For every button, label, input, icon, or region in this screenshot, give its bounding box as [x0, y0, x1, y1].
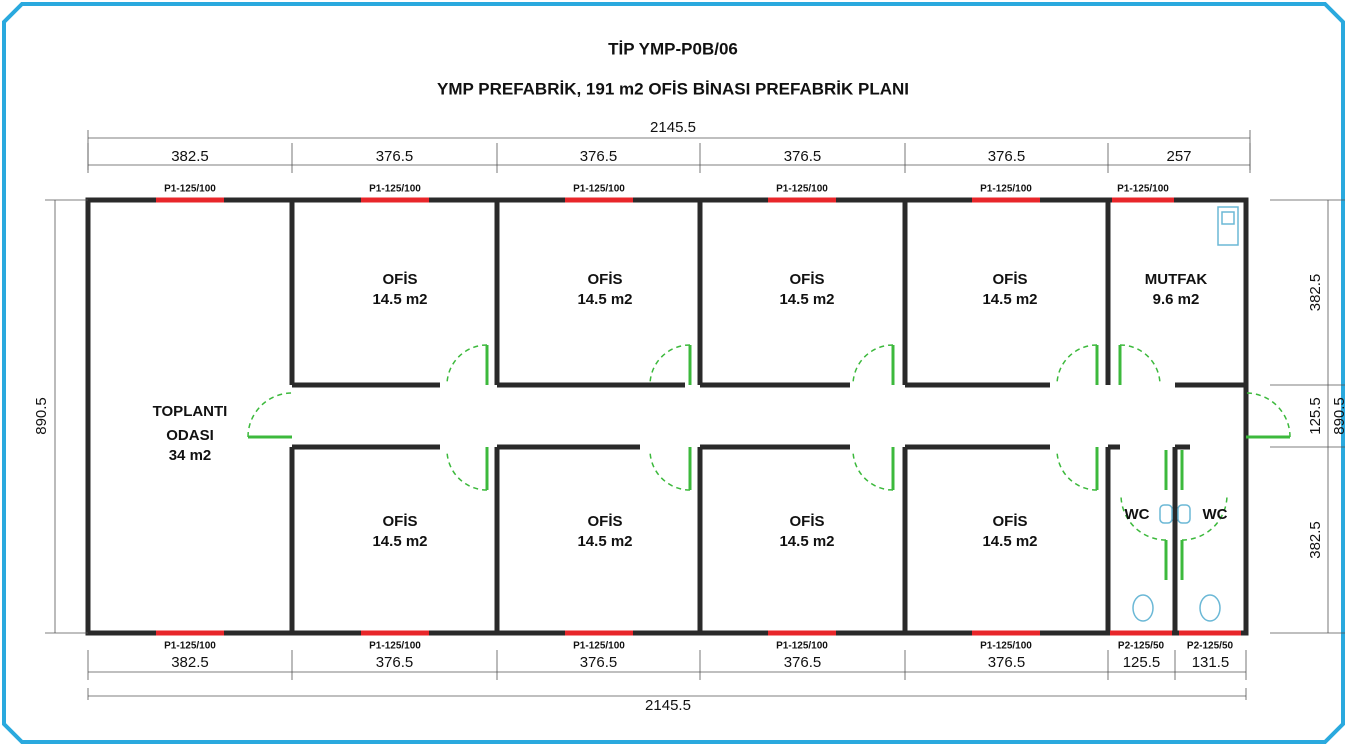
dimension-label: 376.5	[376, 148, 414, 165]
dimension-label: 131.5	[1192, 654, 1230, 671]
window-label: P1-125/100	[164, 184, 216, 195]
room-name: WC	[1203, 506, 1228, 523]
fixtures	[1132, 206, 1239, 622]
dimension-label: 376.5	[784, 148, 822, 165]
dimension-label: 376.5	[988, 654, 1026, 671]
dimension-label: 2145.5	[645, 697, 691, 714]
dimension-label: 382.5	[1307, 274, 1324, 312]
doors	[247, 344, 1291, 580]
dimension-label: 125.5	[1123, 654, 1161, 671]
subtitle: YMP PREFABRİK, 191 m2 OFİS BİNASI PREFAB…	[437, 79, 909, 98]
room-area: 14.5 m2	[982, 533, 1037, 550]
dimension-label: 382.5	[171, 654, 209, 671]
room-name: WC	[1125, 506, 1150, 523]
room-name: OFİS	[992, 513, 1027, 530]
window-label: P1-125/100	[776, 184, 828, 195]
room-name: OFİS	[789, 513, 824, 530]
room-name: MUTFAK	[1145, 271, 1208, 288]
room-area: 14.5 m2	[372, 291, 427, 308]
dimension-label: 376.5	[784, 654, 822, 671]
dimension-label: 376.5	[580, 654, 618, 671]
dimension-label: 382.5	[1307, 521, 1324, 559]
dimension-label: 125.5	[1307, 397, 1324, 435]
walls	[85, 197, 1249, 636]
room-name: ODASI	[166, 427, 214, 444]
window-label: P1-125/100	[980, 641, 1032, 652]
room-name: OFİS	[382, 513, 417, 530]
window-label: P1-125/100	[573, 641, 625, 652]
room-area: 14.5 m2	[779, 533, 834, 550]
room-area: 14.5 m2	[779, 291, 834, 308]
dimension-label: 376.5	[580, 148, 618, 165]
dimension-label: 890.5	[1331, 397, 1345, 435]
room-name: OFİS	[382, 271, 417, 288]
window-label: P1-125/100	[573, 184, 625, 195]
window-label: P1-125/100	[369, 184, 421, 195]
room-name: OFİS	[587, 271, 622, 288]
room-area: 9.6 m2	[1153, 291, 1200, 308]
room-name: OFİS	[992, 271, 1027, 288]
dimension-label: 890.5	[33, 397, 50, 435]
window-label: P1-125/100	[980, 184, 1032, 195]
dimension-label: 382.5	[171, 148, 209, 165]
window-label: P1-125/100	[776, 641, 828, 652]
window-label: P1-125/100	[164, 641, 216, 652]
dimension-label: 376.5	[988, 148, 1026, 165]
dimension-label: 2145.5	[650, 119, 696, 136]
dimension-label: 376.5	[376, 654, 414, 671]
room-area: 34 m2	[169, 447, 212, 464]
window-label: P2-125/50	[1118, 641, 1165, 652]
room-name: TOPLANTI	[153, 403, 228, 420]
room-name: OFİS	[789, 271, 824, 288]
room-area: 14.5 m2	[577, 291, 632, 308]
window-label: P2-125/50	[1187, 641, 1234, 652]
room-name: OFİS	[587, 513, 622, 530]
window-label: P1-125/100	[1117, 184, 1169, 195]
room-area: 14.5 m2	[372, 533, 427, 550]
dimension-label: 257	[1166, 148, 1191, 165]
room-area: 14.5 m2	[577, 533, 632, 550]
room-area: 14.5 m2	[982, 291, 1037, 308]
title: TİP YMP-P0B/06	[608, 39, 738, 58]
window-label: P1-125/100	[369, 641, 421, 652]
